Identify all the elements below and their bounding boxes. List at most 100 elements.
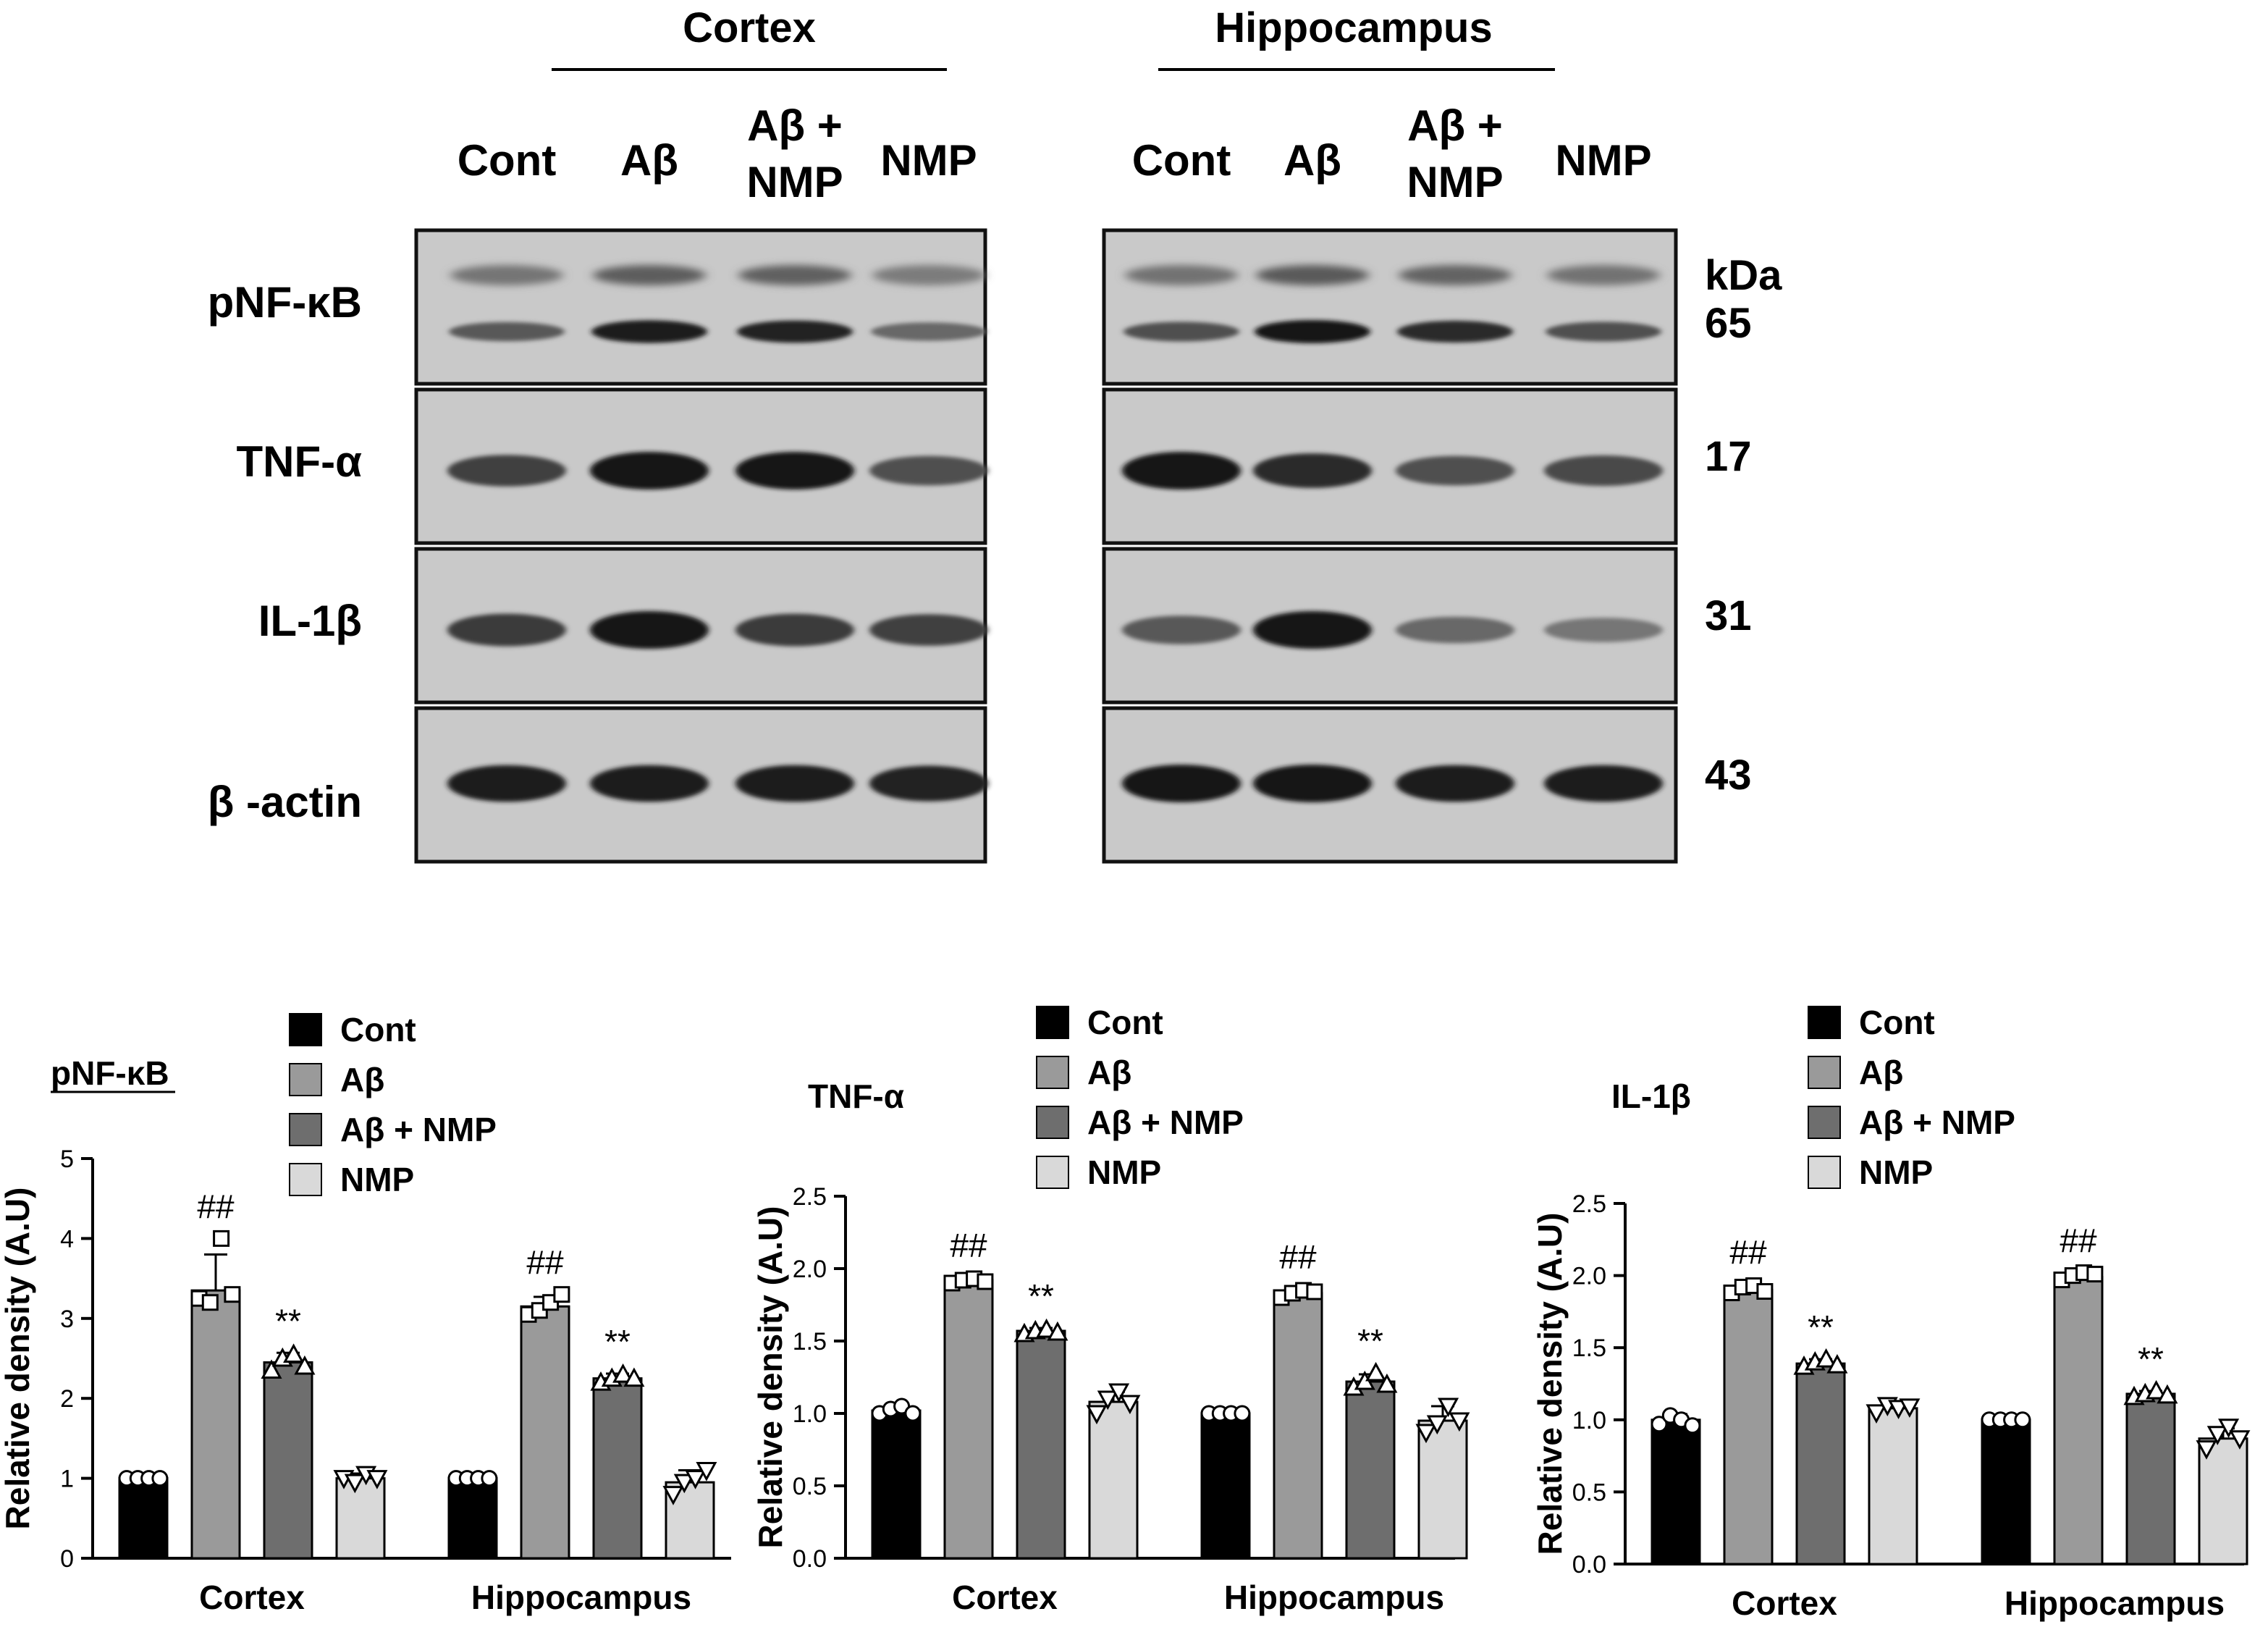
y-tick-label: 1.5 — [1572, 1335, 1606, 1362]
data-point — [696, 1462, 717, 1481]
blot-band — [447, 613, 566, 647]
lane-label: Cont — [458, 136, 557, 185]
data-point — [623, 1367, 645, 1387]
y-tick-label: 0.5 — [1572, 1479, 1606, 1506]
bar — [335, 1477, 386, 1560]
bar — [1417, 1419, 1468, 1560]
data-point — [1047, 1321, 1068, 1341]
data-point — [1365, 1361, 1387, 1382]
legend-label: Aβ — [1859, 1054, 1903, 1091]
blot-band — [1124, 321, 1239, 342]
blot-band — [869, 455, 988, 486]
bar — [1795, 1362, 1846, 1565]
blot-band — [1256, 265, 1369, 285]
data-point — [1756, 1283, 1774, 1300]
data-point — [1816, 1348, 1837, 1368]
data-point — [977, 1273, 994, 1290]
legend-swatch — [289, 1113, 322, 1146]
significance-mark: ## — [197, 1188, 235, 1225]
y-tick-label: 0.0 — [1572, 1551, 1606, 1579]
y-tick-label: 2.0 — [793, 1256, 827, 1283]
significance-mark: ## — [2060, 1222, 2097, 1260]
blot-band — [593, 265, 706, 285]
bar — [1088, 1400, 1139, 1560]
blot-strip — [1102, 228, 1678, 386]
y-tick-label: 0.0 — [793, 1545, 827, 1573]
significance-mark: ** — [1808, 1308, 1834, 1346]
data-point — [1438, 1397, 1459, 1418]
bar — [1868, 1407, 1918, 1565]
data-point — [366, 1470, 388, 1489]
chart-2: TNF-α Cont Aβ Aβ + NMP NMP 0.0 0.5 1.0 1.5 2.0 2.5… — [751, 1004, 1470, 1616]
data-point — [1097, 1390, 1118, 1411]
data-point — [612, 1363, 634, 1383]
legend-swatch — [289, 1163, 322, 1196]
data-point — [1086, 1405, 1108, 1425]
legend-label: Cont — [1859, 1004, 1935, 1041]
data-point — [2196, 1440, 2217, 1460]
x-category-label: Cortex — [952, 1579, 1058, 1616]
blot-band — [735, 765, 854, 802]
blot-band — [447, 765, 566, 802]
data-point — [1376, 1373, 1398, 1393]
y-tick-label: 2 — [60, 1385, 74, 1413]
blot-band — [1399, 265, 1512, 285]
legend-label: Aβ — [340, 1061, 384, 1098]
x-category-label: Hippocampus — [471, 1579, 691, 1616]
blot-band — [1122, 452, 1241, 489]
blot-band — [1253, 611, 1372, 649]
data-point — [261, 1359, 282, 1379]
x-category-label: Cortex — [1732, 1584, 1837, 1622]
blot-band — [1547, 265, 1660, 285]
blot-band — [1396, 455, 1514, 486]
blot-band — [735, 452, 854, 489]
bar — [1981, 1418, 2031, 1565]
kda-header: kDa — [1705, 252, 1782, 299]
data-point — [2229, 1430, 2251, 1450]
y-tick-label: 2.5 — [1572, 1190, 1606, 1218]
blot-band — [1544, 765, 1663, 802]
bar — [592, 1377, 643, 1560]
bar-charts-panel: pNF-κB Cont Aβ Aβ + NMP NMP 0 1 2 3 4 5 Relative de… — [0, 1004, 2251, 1622]
legend-label: Aβ — [1087, 1054, 1131, 1091]
bar — [1651, 1418, 1701, 1565]
chart-title: TNF-α — [808, 1077, 904, 1115]
protein-label: β -actin — [208, 778, 362, 826]
bar — [2125, 1392, 2176, 1565]
blot-band — [1125, 265, 1238, 285]
y-axis-label: Relative density (A.U) — [751, 1206, 789, 1549]
data-point — [1426, 1415, 1448, 1435]
y-tick-label: 1.0 — [793, 1400, 827, 1428]
y-tick-label: 1 — [60, 1466, 74, 1493]
data-point — [1036, 1318, 1058, 1338]
blot-band — [869, 765, 988, 802]
bar — [118, 1477, 169, 1560]
data-point — [481, 1470, 498, 1487]
blot-band — [447, 455, 566, 487]
x-category-label: Cortex — [199, 1579, 305, 1616]
bar — [2198, 1437, 2248, 1565]
blot-band — [1122, 765, 1241, 802]
blot-band — [1544, 455, 1663, 487]
data-point — [1449, 1412, 1470, 1432]
lane-label: NMP — [880, 136, 977, 185]
y-tick-label: 5 — [60, 1146, 74, 1173]
blot-band — [1396, 616, 1514, 644]
significance-mark: ## — [526, 1244, 564, 1282]
chart-1: pNF-κB Cont Aβ Aβ + NMP NMP 0 1 2 3 4 5 Relative de… — [0, 1011, 731, 1616]
data-point — [2146, 1379, 2167, 1400]
data-point — [224, 1286, 241, 1303]
data-point — [1826, 1353, 1848, 1374]
blot-band — [449, 321, 565, 342]
data-point — [283, 1343, 305, 1363]
data-point — [662, 1486, 684, 1505]
significance-mark: ## — [1729, 1234, 1767, 1272]
blot-band — [738, 265, 851, 285]
legend-swatch — [1036, 1156, 1069, 1189]
data-point — [1234, 1405, 1251, 1422]
lane-label: NMP — [1555, 136, 1651, 185]
bar — [1016, 1329, 1066, 1560]
kda-value: 31 — [1705, 592, 1752, 639]
blot-band — [1253, 453, 1372, 488]
y-axis-label: Relative density (A.U) — [0, 1188, 36, 1530]
